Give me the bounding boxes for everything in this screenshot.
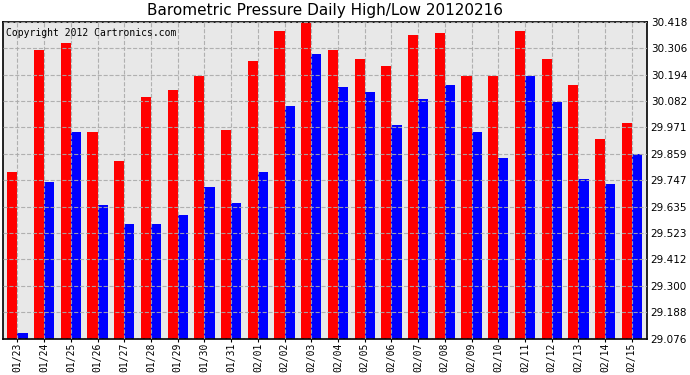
Bar <box>204 187 215 339</box>
Bar <box>498 158 509 339</box>
Bar <box>71 132 81 339</box>
Bar <box>338 87 348 339</box>
Bar <box>391 125 402 339</box>
Bar <box>248 62 258 339</box>
Bar <box>221 130 231 339</box>
Bar <box>552 102 562 339</box>
Bar <box>97 206 108 339</box>
Bar <box>578 180 589 339</box>
Bar <box>632 153 642 339</box>
Bar <box>365 92 375 339</box>
Bar <box>382 66 391 339</box>
Bar <box>168 90 178 339</box>
Bar <box>328 50 338 339</box>
Bar <box>355 59 365 339</box>
Bar <box>8 172 17 339</box>
Title: Barometric Pressure Daily High/Low 20120216: Barometric Pressure Daily High/Low 20120… <box>147 3 503 18</box>
Bar <box>471 132 482 339</box>
Bar <box>311 54 322 339</box>
Bar <box>284 106 295 339</box>
Bar <box>622 123 632 339</box>
Bar <box>418 99 428 339</box>
Bar <box>515 31 525 339</box>
Bar <box>275 31 284 339</box>
Bar <box>569 85 578 339</box>
Bar <box>17 333 28 339</box>
Bar <box>195 76 204 339</box>
Bar <box>408 35 418 339</box>
Bar <box>301 22 311 339</box>
Bar <box>605 184 615 339</box>
Bar <box>88 132 97 339</box>
Bar <box>34 50 44 339</box>
Bar <box>231 203 241 339</box>
Bar <box>178 215 188 339</box>
Text: Copyright 2012 Cartronics.com: Copyright 2012 Cartronics.com <box>6 28 177 38</box>
Bar <box>445 85 455 339</box>
Bar <box>61 42 71 339</box>
Bar <box>151 224 161 339</box>
Bar <box>44 182 55 339</box>
Bar <box>525 76 535 339</box>
Bar <box>462 76 471 339</box>
Bar <box>114 160 124 339</box>
Bar <box>124 224 135 339</box>
Bar <box>141 97 151 339</box>
Bar <box>488 76 498 339</box>
Bar <box>595 140 605 339</box>
Bar <box>258 172 268 339</box>
Bar <box>542 59 552 339</box>
Bar <box>435 33 445 339</box>
